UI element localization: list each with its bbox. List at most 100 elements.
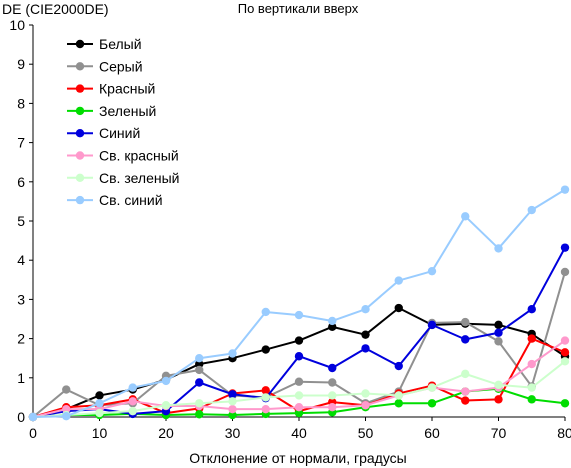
legend-label: Серый [99,58,143,74]
data-point [261,386,270,395]
legend: Белый Серый Красный Зеленый Синий Св. красный… [67,36,179,208]
data-point [527,383,536,392]
data-point [261,345,270,354]
data-point [527,359,536,369]
data-point [494,320,503,330]
data-point [62,385,71,394]
x-tick-label: 10 [92,425,108,441]
data-point [95,391,104,400]
data-point [461,212,470,221]
data-point [261,404,270,414]
data-point [128,383,137,392]
data-point [494,395,503,404]
data-point [328,391,337,400]
x-tick-label: 70 [491,425,507,441]
y-tick-label: 0 [17,409,25,425]
data-point [461,396,470,405]
data-point [294,336,304,345]
data-point [461,387,470,396]
data-point [361,401,370,410]
chart-title: По вертикали вверх [238,1,359,16]
data-point [328,378,337,387]
data-point [228,410,237,420]
data-point [228,404,237,414]
data-point [560,357,570,366]
data-point [427,399,437,408]
data-point [560,185,570,194]
legend-label: Красный [99,81,155,97]
data-point [195,410,204,419]
x-axis-label: Отклонение от нормали, градусы [189,450,406,466]
data-point [461,317,470,327]
x-tick-label: 20 [158,425,174,441]
data-point [294,377,304,386]
y-axis-label: DE (CIE2000DE) [2,1,109,17]
data-point [128,406,137,416]
legend-item: Синий [67,125,140,141]
data-point [294,408,304,418]
legend-marker [75,106,85,116]
data-point [228,390,237,399]
x-tick-label: 50 [358,425,374,441]
y-tick-label: 3 [17,291,25,307]
legend-item: Св. красный [67,148,179,164]
legend-label: Св. синий [99,192,163,208]
data-point [62,404,71,414]
series-layer [28,185,570,422]
data-point [95,399,104,408]
data-point [527,305,536,314]
y-tick-label: 2 [17,331,25,347]
data-point [560,243,570,252]
legend-item: Серый [67,58,143,74]
legend-marker [75,173,85,182]
x-tick-label: 30 [225,425,241,441]
data-point [195,399,204,408]
data-point [361,305,370,314]
data-point [394,399,403,408]
data-point [195,359,204,369]
data-point [294,403,304,412]
data-point [128,397,137,406]
data-point [461,335,470,344]
data-point [195,378,204,387]
y-tick-label: 8 [17,95,25,111]
data-point [494,337,503,346]
legend-item: Св. синий [67,192,163,208]
data-point [461,369,470,379]
data-point [328,403,337,412]
data-point [560,348,570,357]
axes: 0 1 2 3 4 5 6 7 8 9 10 0 10 20 30 40 50 60 70 80 [9,17,571,441]
data-point [494,380,503,390]
x-tick-label: 0 [29,425,37,441]
data-point [62,412,71,421]
data-point [527,395,536,404]
data-point [328,316,337,326]
legend-item: Зеленый [67,103,156,119]
legend-item: Красный [67,81,155,97]
data-point [560,267,570,277]
data-point [394,391,403,400]
legend-label: Синий [99,125,140,141]
y-tick-label: 1 [17,370,25,386]
x-tick-label: 60 [424,425,440,441]
legend-marker [75,129,85,138]
data-point [527,205,536,215]
legend-label: Белый [99,36,142,52]
x-tick-label: 80 [557,425,571,441]
data-point [28,412,38,422]
data-point [328,363,337,373]
y-tick-label: 7 [17,135,25,151]
y-tick-label: 4 [17,252,25,268]
y-tick-label: 9 [17,56,25,72]
legend-marker [75,84,85,93]
y-tick-label: 10 [9,17,25,33]
legend-item: Белый [67,36,142,52]
legend-label: Св. зеленый [99,170,179,186]
series-7 [28,185,570,422]
x-tick-label: 40 [291,425,307,441]
data-point [394,361,403,371]
data-point [195,365,204,375]
data-point [494,328,503,337]
data-point [161,401,171,410]
data-point [361,389,370,398]
